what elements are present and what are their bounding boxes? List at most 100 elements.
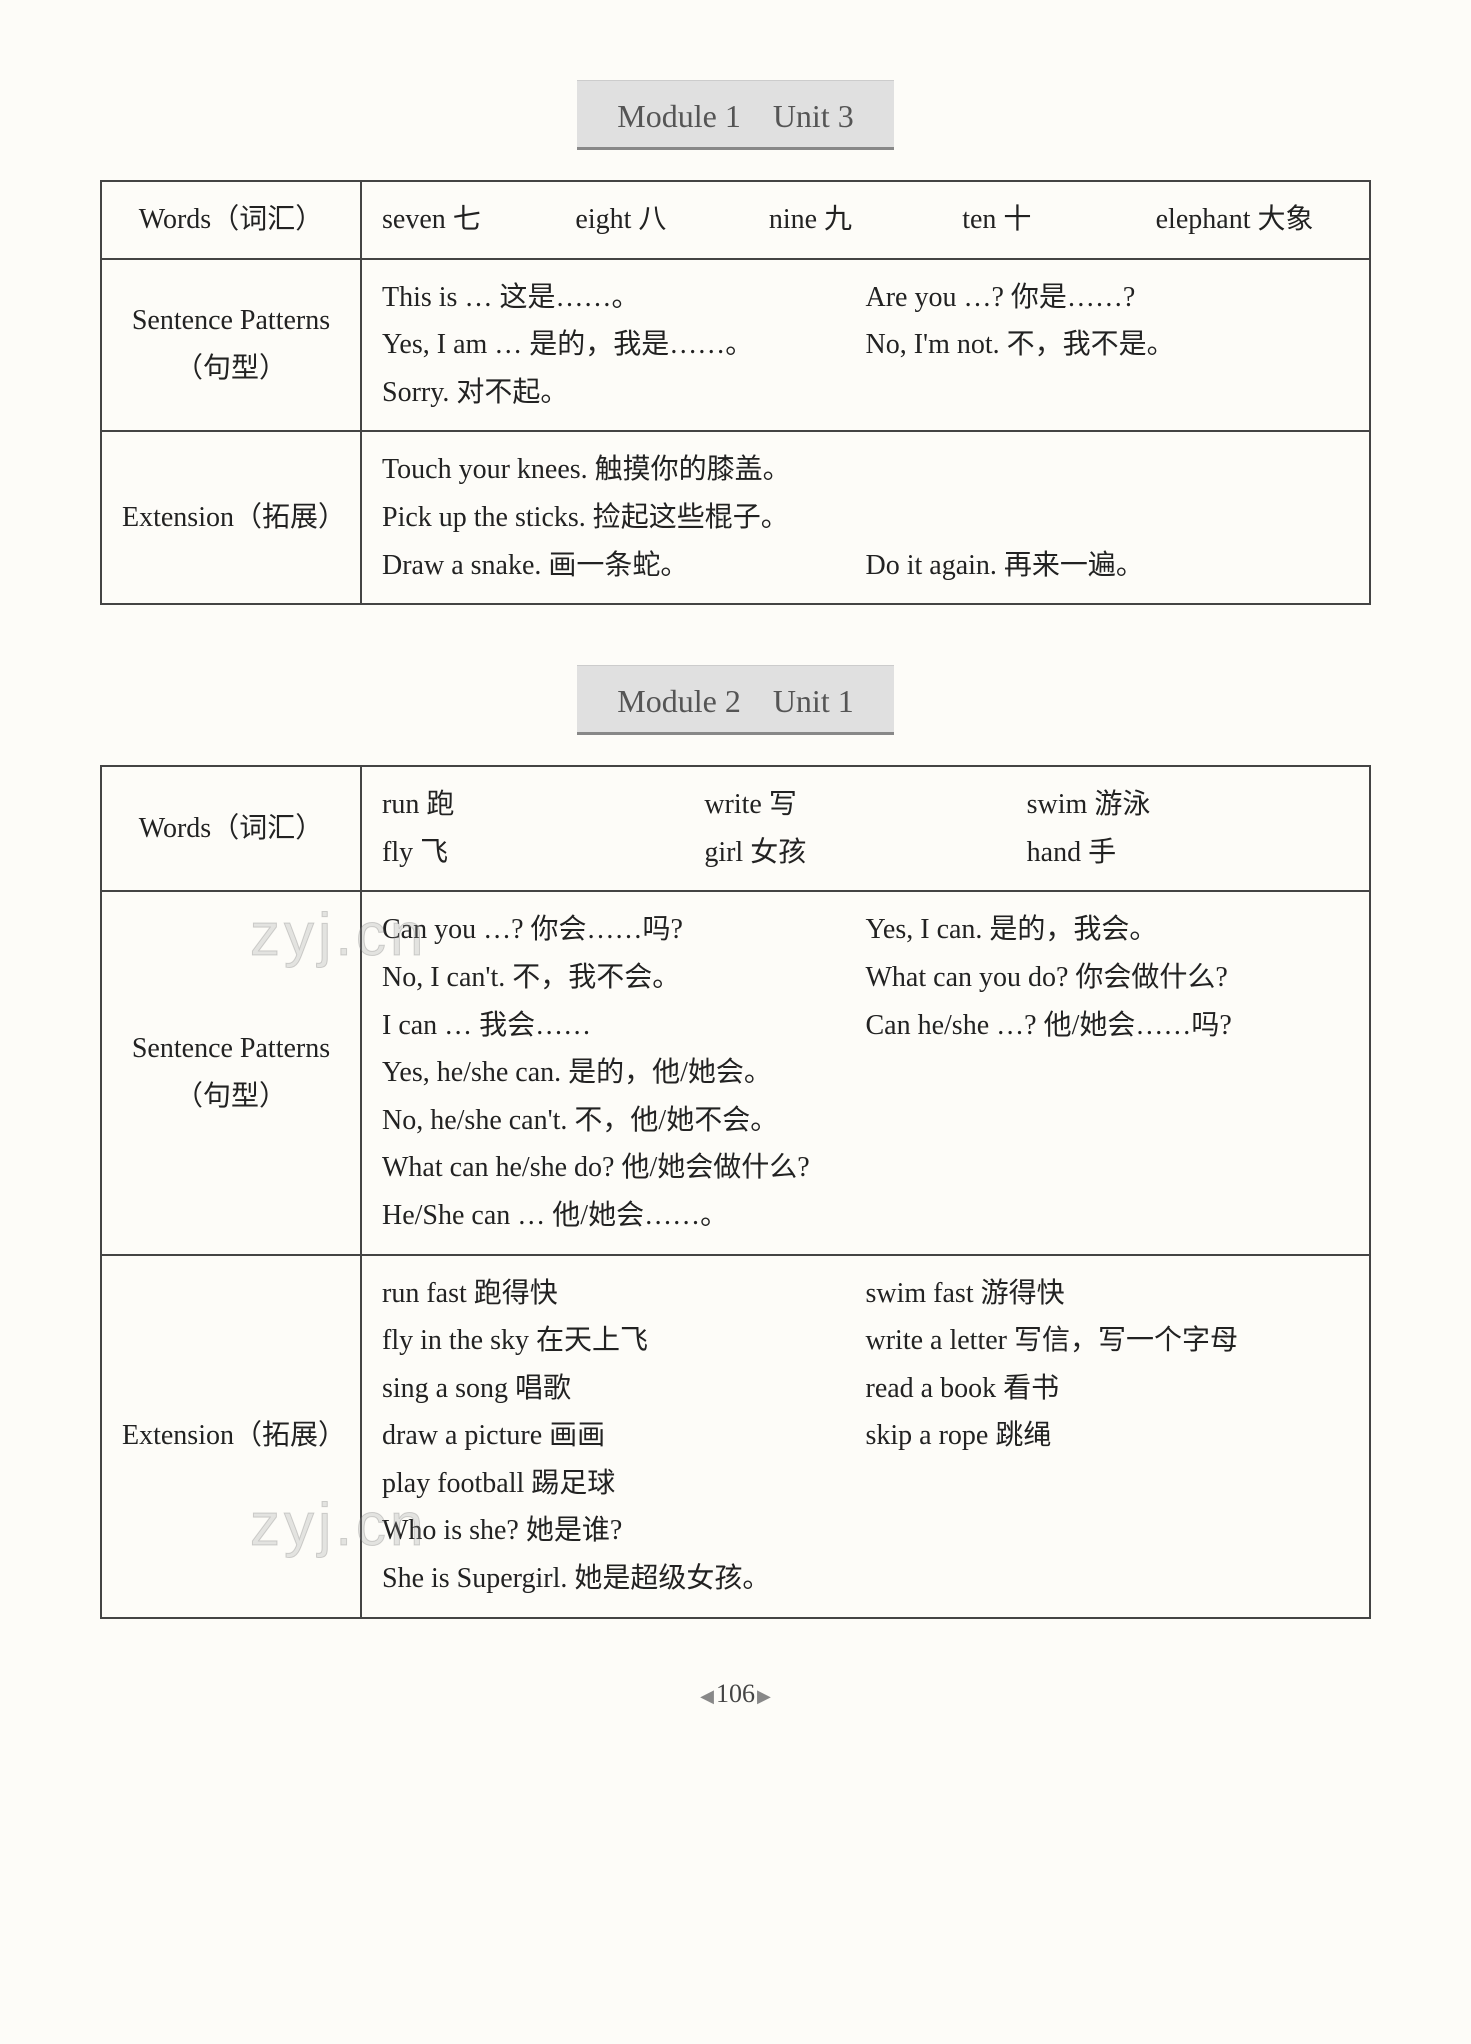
table-row: Sentence Patterns（句型）This is … 这是……。Are … [101, 259, 1370, 432]
content-item [866, 1460, 1350, 1508]
content-item [866, 494, 1350, 542]
content-line: run 跑write 写swim 游泳 [382, 781, 1349, 829]
table-row: Sentence Patterns（句型）Can you …? 你会……吗?Ye… [101, 891, 1370, 1254]
content-line: No, he/she can't. 不，他/她不会。 [382, 1097, 1349, 1145]
row-label: Sentence Patterns（句型） [101, 891, 361, 1254]
content-item: Sorry. 对不起。 [382, 369, 866, 417]
content-item [866, 1555, 1350, 1603]
content-item: Are you …? 你是……? [866, 274, 1350, 322]
content-line: Yes, I am … 是的，我是……。No, I'm not. 不，我不是。 [382, 321, 1349, 369]
content-item: Pick up the sticks. 捡起这些棍子。 [382, 494, 866, 542]
content-item: seven 七 [382, 196, 575, 244]
content-item: write a letter 写信，写一个字母 [866, 1317, 1350, 1365]
content-line: fly in the sky 在天上飞write a letter 写信，写一个… [382, 1317, 1349, 1365]
page-number: 106 [100, 1679, 1371, 1709]
section-heading-wrap: Module 1 Unit 3 [100, 80, 1371, 150]
content-item: No, he/she can't. 不，他/她不会。 [382, 1097, 866, 1145]
content-item: ten 十 [962, 196, 1155, 244]
row-content: Can you …? 你会……吗?Yes, I can. 是的，我会。No, I… [361, 891, 1370, 1254]
content-item: She is Supergirl. 她是超级女孩。 [382, 1555, 866, 1603]
row-content: run 跑write 写swim 游泳fly 飞girl 女孩hand 手 [361, 766, 1370, 891]
content-item: girl 女孩 [704, 829, 1026, 877]
row-content: This is … 这是……。Are you …? 你是……?Yes, I am… [361, 259, 1370, 432]
table-row: Extension（拓展）Touch your knees. 触摸你的膝盖。 P… [101, 431, 1370, 604]
content-line: sing a song 唱歌read a book 看书 [382, 1365, 1349, 1413]
content-item: Yes, I can. 是的，我会。 [866, 906, 1350, 954]
content-item: Yes, he/she can. 是的，他/她会。 [382, 1049, 866, 1097]
content-item [866, 1097, 1350, 1145]
content-item: I can … 我会…… [382, 1002, 866, 1050]
content-item: run fast 跑得快 [382, 1270, 866, 1318]
content-line: run fast 跑得快swim fast 游得快 [382, 1270, 1349, 1318]
content-item: nine 九 [769, 196, 962, 244]
content-line: Pick up the sticks. 捡起这些棍子。 [382, 494, 1349, 542]
content-line: Sorry. 对不起。 [382, 369, 1349, 417]
section-heading: Module 2 Unit 1 [577, 665, 893, 735]
content-item: eight 八 [575, 196, 768, 244]
section-heading-wrap: Module 2 Unit 1 [100, 665, 1371, 735]
content-line: Draw a snake. 画一条蛇。Do it again. 再来一遍。 [382, 542, 1349, 590]
row-label: Extension（拓展） [101, 431, 361, 604]
vocab-table: Words（词汇）run 跑write 写swim 游泳fly 飞girl 女孩… [100, 765, 1371, 1619]
content-line: play football 踢足球 [382, 1460, 1349, 1508]
content-line: draw a picture 画画skip a rope 跳绳 [382, 1412, 1349, 1460]
row-label: Sentence Patterns（句型） [101, 259, 361, 432]
content-item: swim fast 游得快 [866, 1270, 1350, 1318]
content-item [866, 1144, 1350, 1192]
content-item: fly 飞 [382, 829, 704, 877]
content-line: Touch your knees. 触摸你的膝盖。 [382, 446, 1349, 494]
content-item: What can he/she do? 他/她会做什么? [382, 1144, 866, 1192]
content-item: write 写 [704, 781, 1026, 829]
row-content: run fast 跑得快swim fast 游得快fly in the sky … [361, 1255, 1370, 1618]
content-item: This is … 这是……。 [382, 274, 866, 322]
content-item [866, 1507, 1350, 1555]
content-item: play football 踢足球 [382, 1460, 866, 1508]
content-item: sing a song 唱歌 [382, 1365, 866, 1413]
table-row: Words（词汇） seven 七eight 八nine 九ten 十elepha… [101, 181, 1370, 259]
section-heading: Module 1 Unit 3 [577, 80, 893, 150]
row-content: seven 七eight 八nine 九ten 十elephant 大象 [361, 181, 1370, 259]
page: zyj.cn zyj.cn Module 1 Unit 3Words（词汇）se… [100, 80, 1371, 1709]
content-area: Module 1 Unit 3 Words（词汇） seven 七eight 八ni… [100, 80, 1371, 1619]
content-item: swim 游泳 [1027, 781, 1349, 829]
content-line: This is … 这是……。Are you …? 你是……? [382, 274, 1349, 322]
content-item: fly in the sky 在天上飞 [382, 1317, 866, 1365]
vocab-table: Words（词汇） seven 七eight 八nine 九ten 十elepha… [100, 180, 1371, 605]
table-row: Words（词汇）run 跑write 写swim 游泳fly 飞girl 女孩… [101, 766, 1370, 891]
content-item: elephant 大象 [1156, 196, 1349, 244]
content-item: He/She can … 他/她会……。 [382, 1192, 866, 1240]
content-item: Draw a snake. 画一条蛇。 [382, 542, 866, 590]
content-item: What can you do? 你会做什么? [866, 954, 1350, 1002]
content-item [866, 369, 1350, 417]
content-line: Can you …? 你会……吗?Yes, I can. 是的，我会。 [382, 906, 1349, 954]
content-item: Can you …? 你会……吗? [382, 906, 866, 954]
content-item: No, I'm not. 不，我不是。 [866, 321, 1350, 369]
content-line: Who is she? 她是谁? [382, 1507, 1349, 1555]
content-item: Can he/she …? 他/她会……吗? [866, 1002, 1350, 1050]
row-label: Words（词汇） [101, 766, 361, 891]
content-line: I can … 我会……Can he/she …? 他/她会……吗? [382, 1002, 1349, 1050]
content-item: Do it again. 再来一遍。 [866, 542, 1350, 590]
content-item: Touch your knees. 触摸你的膝盖。 [382, 446, 866, 494]
content-item: hand 手 [1027, 829, 1349, 877]
table-row: Extension（拓展）run fast 跑得快swim fast 游得快fl… [101, 1255, 1370, 1618]
content-item: No, I can't. 不，我不会。 [382, 954, 866, 1002]
content-line: seven 七eight 八nine 九ten 十elephant 大象 [382, 196, 1349, 244]
content-item: skip a rope 跳绳 [866, 1412, 1350, 1460]
row-content: Touch your knees. 触摸你的膝盖。 Pick up the st… [361, 431, 1370, 604]
content-item: Yes, I am … 是的，我是……。 [382, 321, 866, 369]
content-item [866, 1192, 1350, 1240]
content-item: run 跑 [382, 781, 704, 829]
content-line: He/She can … 他/她会……。 [382, 1192, 1349, 1240]
content-line: What can he/she do? 他/她会做什么? [382, 1144, 1349, 1192]
content-item [866, 446, 1350, 494]
content-item: read a book 看书 [866, 1365, 1350, 1413]
content-line: fly 飞girl 女孩hand 手 [382, 829, 1349, 877]
content-line: Yes, he/she can. 是的，他/她会。 [382, 1049, 1349, 1097]
row-label: Words（词汇） [101, 181, 361, 259]
content-item: Who is she? 她是谁? [382, 1507, 866, 1555]
content-line: No, I can't. 不，我不会。What can you do? 你会做什… [382, 954, 1349, 1002]
content-line: She is Supergirl. 她是超级女孩。 [382, 1555, 1349, 1603]
row-label: Extension（拓展） [101, 1255, 361, 1618]
content-item [866, 1049, 1350, 1097]
